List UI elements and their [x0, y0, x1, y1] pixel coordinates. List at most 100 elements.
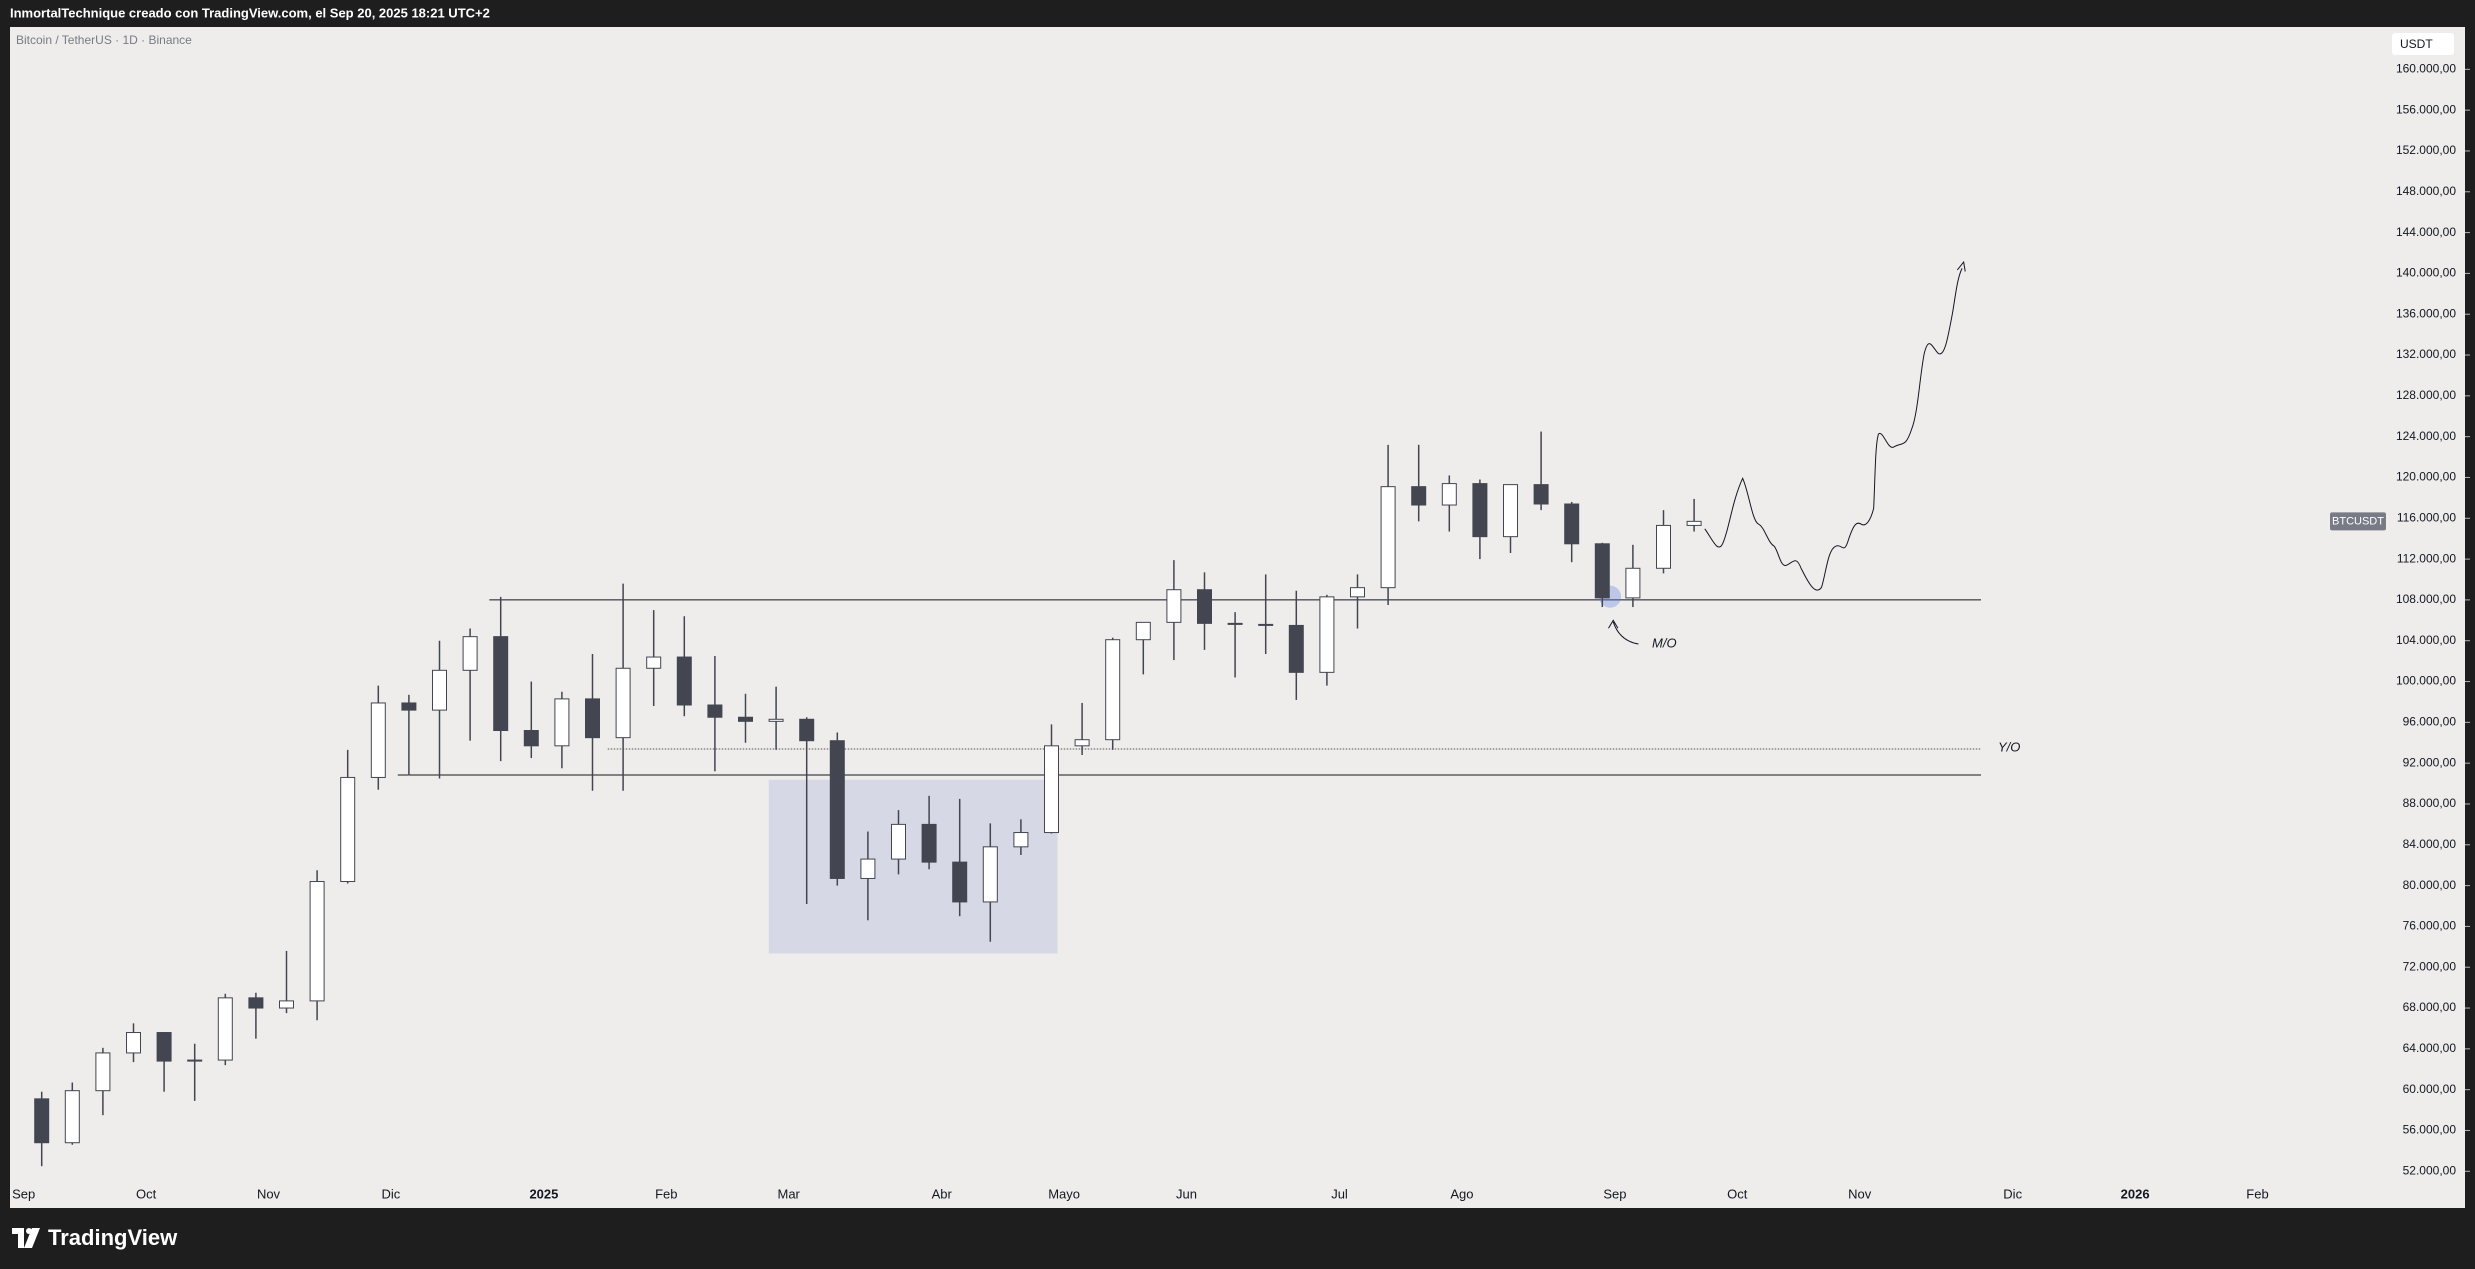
y-tick-label: 84.000,00	[2403, 837, 2457, 851]
candle-body	[1503, 484, 1518, 538]
candle-body	[1135, 621, 1151, 641]
candle-body	[217, 997, 233, 1061]
y-tick-label: 128.000,00	[2396, 388, 2456, 402]
y-tick-label: 56.000,00	[2403, 1123, 2457, 1137]
brand-logo	[12, 1228, 40, 1248]
candle-body	[493, 636, 509, 732]
candle-body	[891, 823, 906, 860]
y-tick-label: 160.000,00	[2396, 62, 2456, 76]
candle-body	[248, 997, 264, 1009]
y-tick-label: 108.000,00	[2396, 592, 2456, 606]
header-text: InmortalTechnique creado con TradingView…	[10, 5, 490, 20]
x-tick-label: Nov	[257, 1186, 281, 1201]
candle-body	[1411, 486, 1427, 506]
x-tick-label: Jun	[1176, 1186, 1197, 1201]
y-tick-label: 100.000,00	[2396, 674, 2456, 688]
y-tick-label: 92.000,00	[2403, 755, 2457, 769]
candle-body	[738, 716, 753, 722]
candle-body	[523, 730, 539, 747]
y-tick-label: 148.000,00	[2396, 184, 2456, 198]
candle-body	[1227, 622, 1243, 625]
y-tick-label: 96.000,00	[2403, 715, 2457, 729]
x-tick-label: Feb	[655, 1186, 677, 1201]
candle-body	[1288, 624, 1304, 673]
candle-body	[309, 881, 325, 1002]
candle-body	[585, 698, 600, 739]
candle-body	[1319, 596, 1335, 673]
x-tick-label: Dic	[382, 1186, 401, 1201]
candle-body	[279, 1000, 294, 1009]
y-tick-label: 132.000,00	[2396, 347, 2456, 361]
candle-body	[156, 1032, 172, 1062]
y-tick-label: 124.000,00	[2396, 429, 2456, 443]
candle-body	[829, 740, 845, 879]
candle-body	[340, 776, 356, 883]
x-tick-label: Feb	[2246, 1186, 2268, 1201]
projection-path	[1705, 262, 1965, 590]
candle-body	[1656, 524, 1671, 569]
candle-body	[1105, 639, 1121, 741]
candle-body	[432, 669, 447, 711]
footer-bar	[0, 1208, 2475, 1269]
candle-body	[860, 858, 876, 879]
candle-body	[1533, 484, 1549, 505]
candle-body	[952, 861, 968, 903]
price-tag-label: BTCUSDT	[2332, 515, 2384, 527]
x-tick-label: Ago	[1450, 1186, 1473, 1201]
y-tick-label: 80.000,00	[2403, 878, 2457, 892]
candle-body	[1380, 486, 1396, 589]
candle-body	[1441, 483, 1457, 506]
x-tick-label: Nov	[1848, 1186, 1872, 1201]
price-tag	[2330, 512, 2386, 531]
candle-body	[1258, 623, 1274, 626]
chart-title: Bitcoin / TetherUS · 1D · Binance	[16, 33, 192, 47]
candle-body	[1594, 543, 1610, 599]
x-tick-label: 2026	[2121, 1186, 2150, 1201]
x-tick-label: Abr	[932, 1186, 953, 1201]
y-tick-label: 136.000,00	[2396, 306, 2456, 320]
candle-body	[1074, 739, 1090, 747]
brand-name: TradingView	[48, 1225, 178, 1250]
y-tick-label: 104.000,00	[2396, 633, 2456, 647]
candle-body	[707, 704, 723, 718]
candle-body	[1013, 832, 1029, 848]
y-tick-label: 76.000,00	[2403, 919, 2457, 933]
y-tick-label: 88.000,00	[2403, 796, 2457, 810]
x-tick-label: Mar	[778, 1186, 801, 1201]
x-tick-label: Dic	[2003, 1186, 2022, 1201]
y-tick-label: 120.000,00	[2396, 470, 2456, 484]
y-tick-label: 52.000,00	[2403, 1163, 2457, 1177]
currency-label: USDT	[2400, 37, 2433, 51]
candle-body	[1472, 483, 1488, 538]
x-tick-label: Oct	[1727, 1186, 1748, 1201]
y-tick-label: 64.000,00	[2403, 1041, 2457, 1055]
y-tick-label: 112.000,00	[2397, 551, 2456, 565]
candle-body	[370, 702, 386, 778]
annotation: M/O	[1652, 635, 1677, 650]
candle-body	[799, 718, 815, 742]
candle-body	[1044, 745, 1059, 834]
candle-body	[187, 1059, 203, 1062]
candle-body	[34, 1098, 50, 1144]
x-tick-label: Oct	[136, 1186, 157, 1201]
candle-body	[1625, 567, 1641, 599]
candle-body	[921, 823, 937, 863]
range-box	[768, 779, 1058, 954]
x-tick-label: 2025	[529, 1186, 558, 1201]
candle-body	[768, 718, 784, 722]
candles	[34, 431, 1702, 1167]
mo-arrow	[1608, 620, 1638, 644]
candle-body	[1564, 503, 1580, 545]
candle-body	[1686, 520, 1702, 526]
candle-body	[126, 1032, 141, 1054]
y-tick-label: 140.000,00	[2396, 266, 2456, 280]
y-tick-label: 60.000,00	[2403, 1082, 2457, 1096]
candle-body	[1166, 589, 1182, 623]
candle-body	[1197, 589, 1212, 624]
y-tick-label: 156.000,00	[2396, 102, 2456, 116]
x-tick-label: Sep	[1603, 1186, 1626, 1201]
candle-body	[462, 636, 478, 671]
y-tick-label: 68.000,00	[2403, 1000, 2457, 1014]
